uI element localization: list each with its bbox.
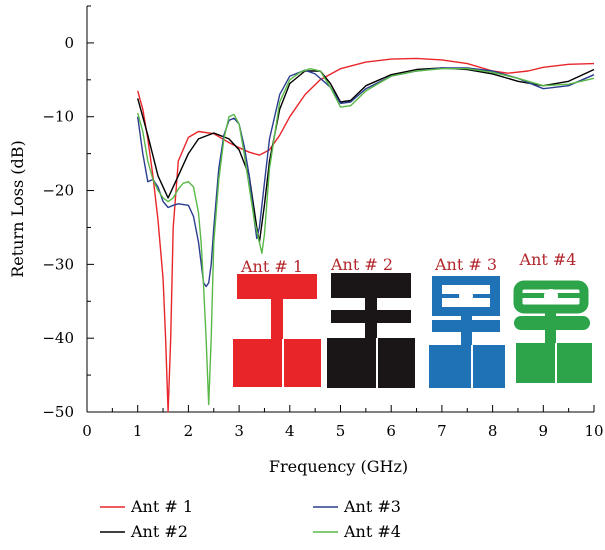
legend-label-4: Ant #4 xyxy=(343,522,401,541)
antenna-inset: Ant # 1 Ant # 2 Ant # 3 Ant #4 xyxy=(233,250,592,388)
x-tick-label: 6 xyxy=(386,422,396,440)
x-tick-label: 8 xyxy=(488,422,498,440)
x-tick-label: 3 xyxy=(234,422,244,440)
ant-label-2: Ant # 2 xyxy=(330,255,393,274)
x-axis-title: Frequency (GHz) xyxy=(269,457,408,476)
x-tick-label: 10 xyxy=(584,422,603,440)
x-tick-label: 7 xyxy=(437,422,447,440)
ant4-ground xyxy=(516,343,592,383)
x-tick-label: 1 xyxy=(133,422,143,440)
ant3-ring-hole xyxy=(459,289,473,303)
ant-label-1: Ant # 1 xyxy=(240,257,303,276)
series-line-1 xyxy=(137,57,595,413)
x-tick-label: 5 xyxy=(336,422,346,440)
ant2-top-patch xyxy=(331,273,411,298)
legend: Ant # 1 Ant #2 Ant #3 Ant #4 xyxy=(100,497,401,541)
axes: 0 1 2 3 4 5 6 7 8 9 10 0 −10 −20 −30 −40 −50 Frequency (G… xyxy=(8,5,604,476)
y-tick-label: −10 xyxy=(42,108,74,126)
y-axis-title: Return Loss (dB) xyxy=(8,140,27,278)
y-tick-label: −20 xyxy=(42,182,74,200)
ant4-ring-hole xyxy=(544,289,558,303)
legend-label-2: Ant #2 xyxy=(130,522,188,541)
series-line-4 xyxy=(137,67,595,406)
x-tick-label: 0 xyxy=(82,422,92,440)
ant2-ground xyxy=(327,338,415,388)
y-tick-label: −30 xyxy=(42,255,74,273)
legend-label-1: Ant # 1 xyxy=(130,497,193,516)
y-tick-label: −50 xyxy=(42,403,74,421)
ant-label-4: Ant #4 xyxy=(519,250,577,269)
x-tick-label: 2 xyxy=(184,422,194,440)
x-tick-label: 9 xyxy=(539,422,549,440)
plot-lines xyxy=(137,57,595,413)
y-tick-label: −40 xyxy=(42,329,74,347)
ant1-ground xyxy=(233,339,321,387)
series-line-2 xyxy=(137,67,595,243)
legend-label-3: Ant #3 xyxy=(343,497,401,516)
ant3-ground xyxy=(429,345,505,388)
ant1-top-patch xyxy=(237,274,317,299)
x-tick-label: 4 xyxy=(285,422,295,440)
y-tick-label: 0 xyxy=(64,34,74,52)
ant-label-3: Ant # 3 xyxy=(434,255,497,274)
